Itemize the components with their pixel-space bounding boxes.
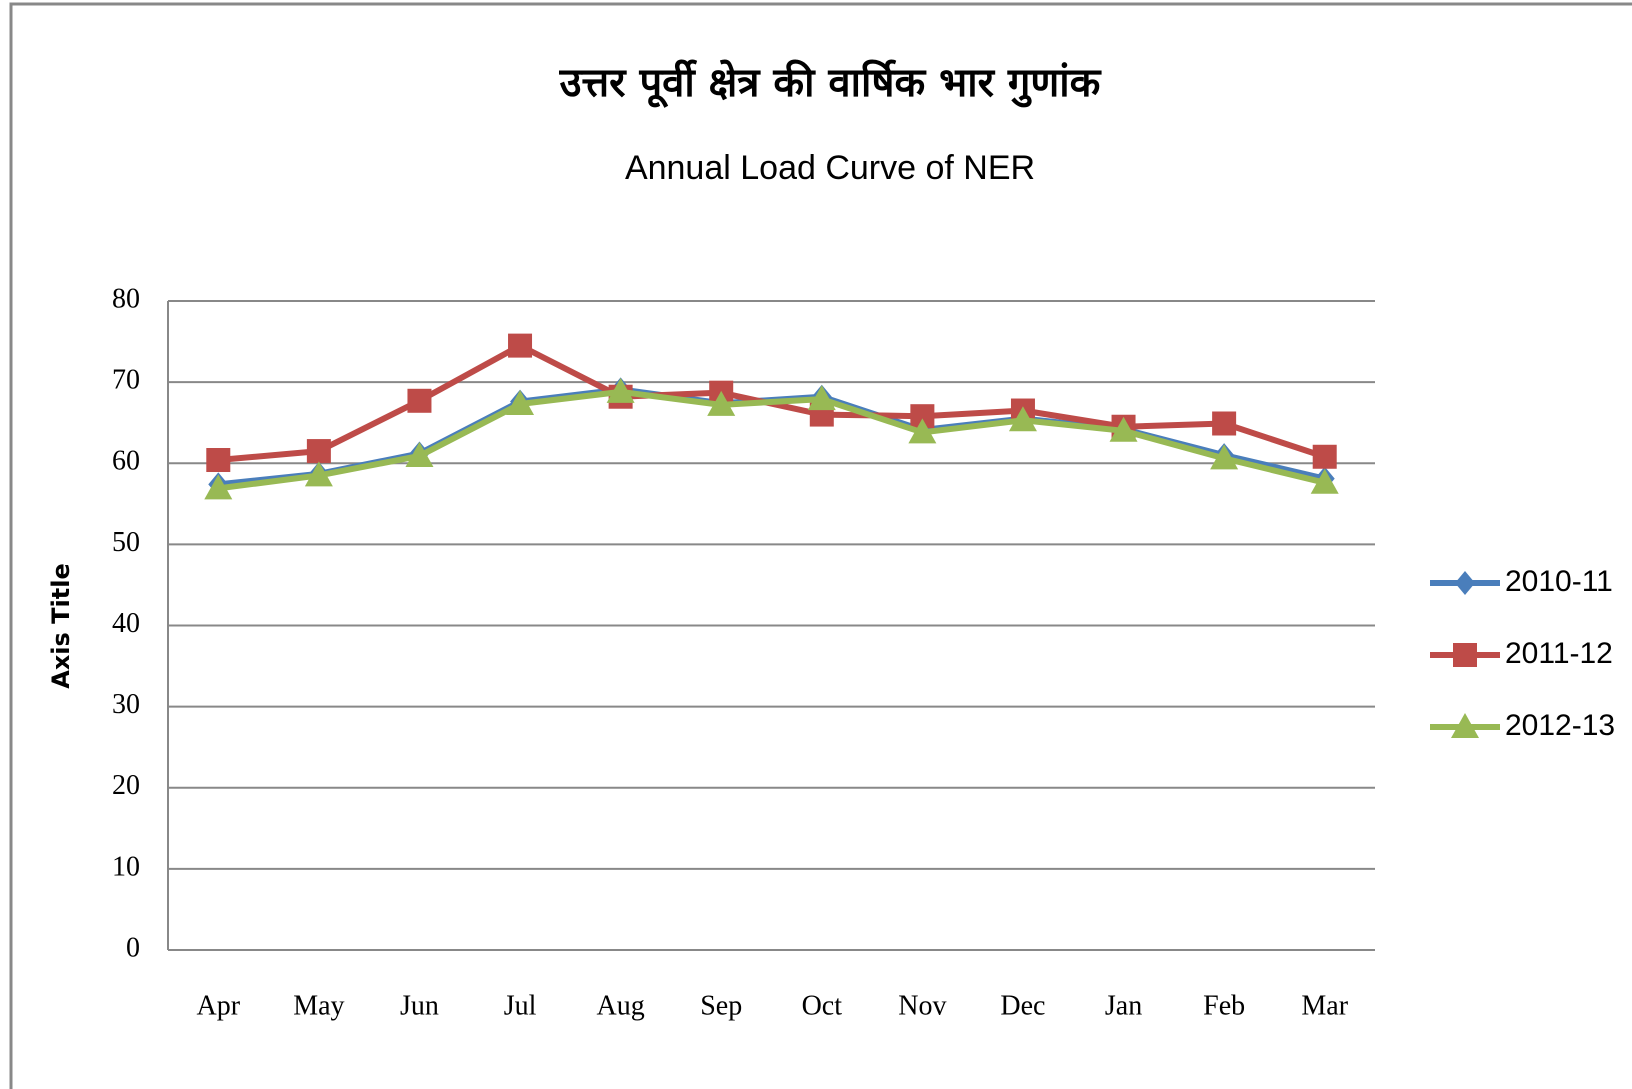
marker [1310,468,1339,494]
x-tick-label: May [293,990,344,1021]
x-tick-label: Feb [1203,990,1245,1021]
marker [1008,406,1037,432]
marker [1455,571,1475,595]
marker [1109,416,1138,442]
y-tick-label: 30 [112,689,140,720]
y-tick-label: 70 [112,365,140,396]
marker [304,461,333,487]
marker [204,474,233,500]
y-tick-label: 0 [126,932,140,963]
x-tick-label: Dec [1000,990,1045,1021]
chart-title: उत्तर पूर्वी क्षेत्र की वार्षिक भार गुणा… [559,59,1102,108]
series-line [217,388,1326,492]
x-tick-label: Nov [898,990,946,1021]
legend-label: 2010-11 [1505,565,1613,598]
marker [1453,643,1477,667]
marker [1212,411,1237,436]
frame [9,2,1632,1089]
legend-label: 2011-12 [1505,637,1613,670]
y-tick-label: 40 [112,608,140,639]
marker [1451,713,1479,738]
y-tick-label: 60 [112,446,140,477]
marker [508,333,533,358]
x-tick-label: Oct [802,990,843,1021]
y-tick-label: 80 [112,283,140,314]
y-axis-title: Axis Title [47,563,75,689]
marker [606,377,635,403]
x-tick-label: Jun [400,990,439,1021]
marker [707,390,736,416]
marker [807,385,836,411]
y-tick-label: 20 [112,770,140,801]
marker [306,439,331,464]
x-tick-label: Sep [700,990,742,1021]
marker [1312,444,1337,469]
chart-subtitle: Annual Load Curve of NER [625,149,1035,187]
x-tick-label: Mar [1301,990,1348,1021]
marker [407,388,432,413]
legend-label: 2012-13 [1505,709,1615,742]
x-tick-label: Apr [197,990,241,1021]
marker [206,448,231,473]
marker [405,441,434,467]
marker [506,390,535,416]
marker [908,418,937,444]
x-tick-label: Jul [504,990,537,1021]
y-tick-label: 50 [112,527,140,558]
x-tick-label: Jan [1105,990,1142,1021]
y-tick-label: 10 [112,851,140,882]
marker [1210,444,1239,470]
x-tick-label: Aug [597,990,645,1021]
